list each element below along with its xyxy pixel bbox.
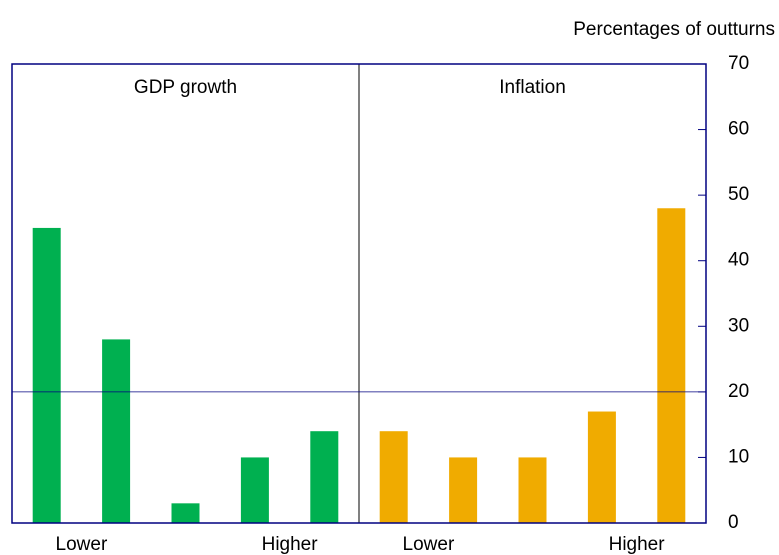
bar: [32, 227, 61, 523]
x-tick-label: Higher: [262, 534, 319, 555]
y-tick-label: 60: [728, 119, 749, 140]
bar: [102, 339, 131, 523]
panel-title: GDP growth: [134, 77, 237, 98]
y-tick-label: 20: [728, 381, 749, 402]
x-tick-label: Lower: [403, 534, 455, 555]
x-tick-label: Lower: [56, 534, 108, 555]
bar: [379, 431, 408, 523]
bar: [310, 431, 339, 523]
y-tick-label: 40: [728, 250, 749, 271]
bar: [657, 208, 686, 523]
bar: [240, 457, 269, 523]
bar: [587, 411, 616, 523]
bar: [449, 457, 478, 523]
x-tick-label: Higher: [609, 534, 666, 555]
y-tick-label: 0: [728, 512, 739, 533]
plot-frame: [11, 63, 707, 524]
y-tick-label: 10: [728, 446, 749, 467]
panel-title: Inflation: [499, 77, 566, 98]
y-tick-label: 30: [728, 315, 749, 336]
y-tick-label: 70: [728, 53, 749, 74]
bar: [518, 457, 547, 523]
y-tick-label: 50: [728, 184, 749, 205]
y-axis-label: Percentages of outturns: [573, 19, 775, 40]
bar: [171, 503, 200, 523]
